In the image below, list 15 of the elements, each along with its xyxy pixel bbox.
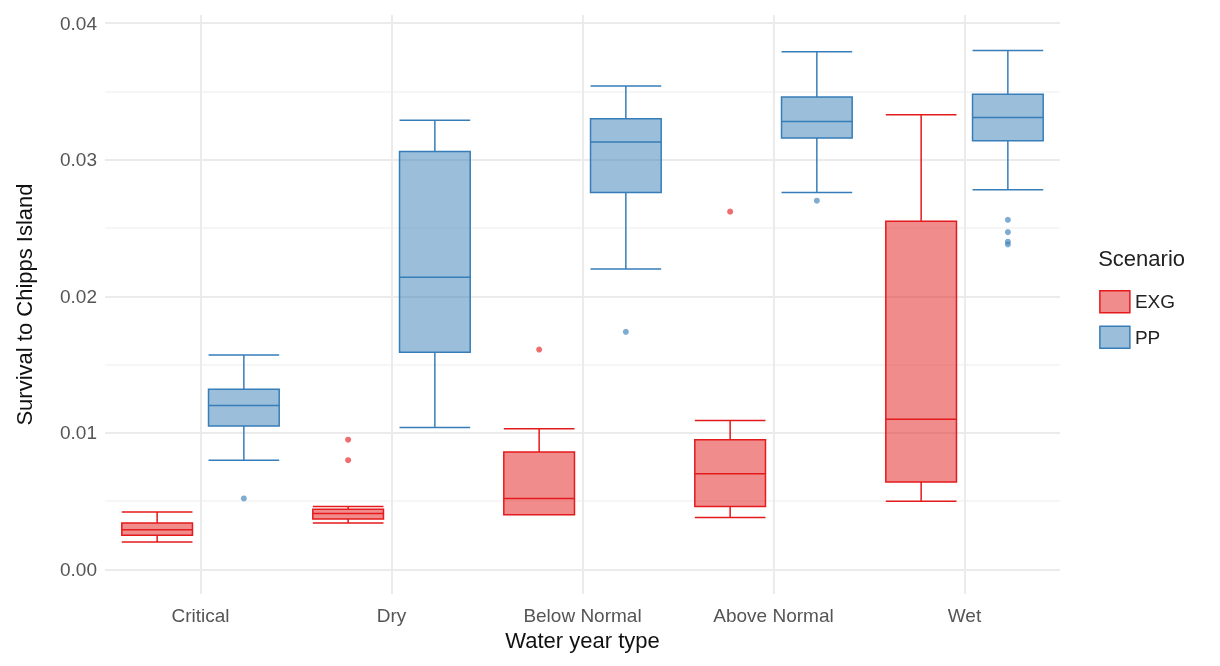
x-axis-title: Water year type [505,628,660,654]
x-tick-label: Above Normal [713,605,834,626]
y-tick-label: 0.03 [60,149,97,171]
legend-label: PP [1134,326,1161,348]
y-tick-label: 0.02 [60,285,97,307]
y-tick-label: 0.00 [60,558,97,580]
legend-label: EXG [1134,291,1175,313]
x-tick-label: Dry [376,605,407,626]
y-tick-label: 0.01 [60,422,97,444]
y-tick-label: 0.04 [60,12,98,34]
legend-title: Scenario [1098,245,1186,271]
x-tick-label: Critical [171,605,230,626]
x-tick-label: Below Normal [523,605,642,626]
y-axis-title: Survival to Chipps Island [11,183,37,426]
x-tick-label: Wet [947,605,982,626]
